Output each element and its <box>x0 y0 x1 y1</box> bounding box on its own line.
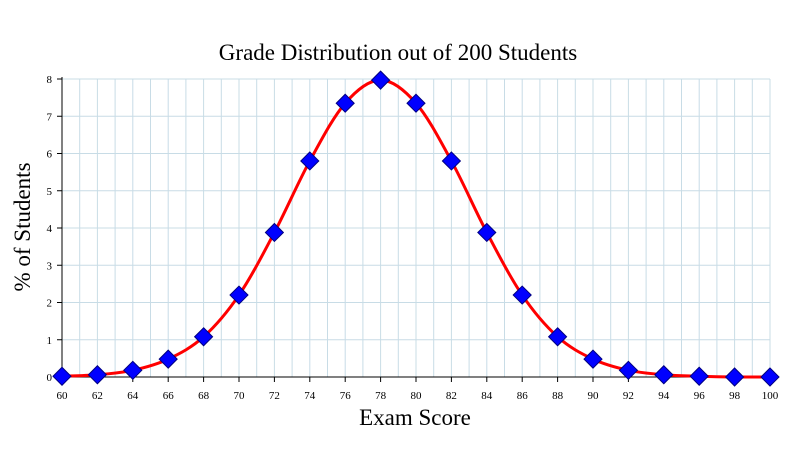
data-point-marker <box>300 151 320 171</box>
x-tick-label: 72 <box>269 390 280 402</box>
data-point-marker <box>87 365 108 385</box>
data-point-marker <box>512 285 532 305</box>
y-tick-labels: 0 1 2 3 4 5 6 7 8 <box>47 74 53 384</box>
x-tick-label: 78 <box>375 390 387 402</box>
data-point-marker <box>724 367 745 387</box>
y-tick-label: 6 <box>47 149 53 161</box>
data-point-marker <box>618 360 639 381</box>
data-point-marker <box>370 70 391 90</box>
x-tick-label: 100 <box>762 390 779 402</box>
x-tick-label: 60 <box>57 390 69 402</box>
y-tick-label: 5 <box>47 186 53 198</box>
data-point-marker <box>441 151 462 171</box>
x-tick-label: 62 <box>92 390 103 402</box>
y-tick-label: 8 <box>47 74 53 86</box>
data-point-marker <box>158 349 178 369</box>
y-tick-label: 3 <box>47 260 53 272</box>
y-tick-label: 0 <box>47 372 53 384</box>
x-tick-label: 76 <box>340 390 352 402</box>
data-point-marker <box>229 285 249 305</box>
x-tick-label: 94 <box>658 390 670 402</box>
data-point-marker <box>193 327 214 347</box>
data-point-marker <box>123 360 143 381</box>
x-tick-label: 66 <box>163 390 175 402</box>
x-tick-label: 74 <box>304 390 316 402</box>
x-tick-labels: 60 62 64 66 68 70 72 74 76 78 80 82 84 86 88 90 92 94 96 98… <box>57 390 779 402</box>
y-tick-label: 2 <box>47 298 53 310</box>
x-tick-label: 80 <box>411 390 423 402</box>
data-point-marker <box>477 222 497 243</box>
x-tick-label: 82 <box>446 390 457 402</box>
y-tick-label: 4 <box>47 223 53 235</box>
series <box>52 70 780 387</box>
x-tick-label: 90 <box>588 390 600 402</box>
data-point-marker <box>335 93 355 113</box>
x-tick-label: 64 <box>127 390 139 402</box>
chart-title: Grade Distribution out of 200 Students <box>219 40 577 65</box>
data-point-marker <box>760 367 780 387</box>
x-tick-label: 86 <box>517 390 529 402</box>
x-tick-label: 88 <box>552 390 564 402</box>
data-point-marker <box>52 366 72 386</box>
x-tick-label: 84 <box>481 390 493 402</box>
x-axis-label: Exam Score <box>359 405 471 430</box>
data-point-marker <box>689 366 709 386</box>
data-point-marker <box>264 222 285 243</box>
x-tick-label: 70 <box>234 390 246 402</box>
y-axis-label: % of Students <box>10 162 35 291</box>
x-tick-label: 98 <box>729 390 741 402</box>
grid <box>62 78 771 377</box>
y-tick-label: 1 <box>47 335 53 347</box>
data-point-marker <box>654 365 674 385</box>
data-point-marker <box>547 327 568 347</box>
data-point-marker <box>583 349 603 369</box>
x-tick-label: 96 <box>694 390 706 402</box>
data-point-marker <box>406 93 426 113</box>
y-tick-label: 7 <box>47 111 53 123</box>
x-tick-label: 92 <box>623 390 634 402</box>
x-tick-label: 68 <box>198 390 210 402</box>
